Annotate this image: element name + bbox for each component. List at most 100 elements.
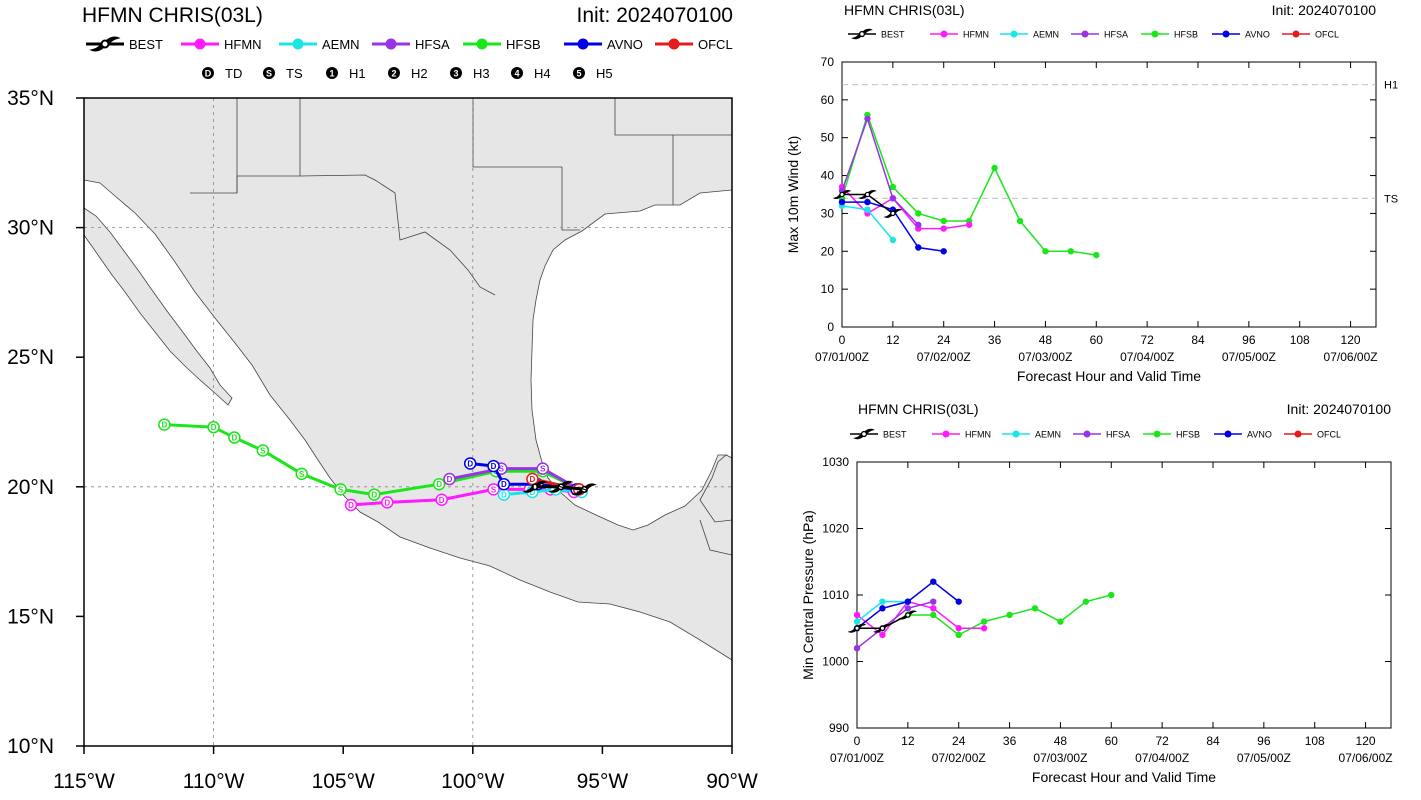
track-point-avno: [487, 459, 500, 473]
intensity-label-h1: H1: [349, 66, 366, 81]
wind-legend: BEST HFMN AEMN HFSA HFSB AVNO OFCL: [848, 28, 1339, 40]
wind-y-tick-label: 0: [827, 320, 834, 334]
land-baja: [84, 207, 233, 406]
pres-x-tick-label: 108: [1305, 734, 1325, 748]
best-track-symbol-text: S: [558, 483, 564, 492]
wind-x-tick-label: 72: [1140, 333, 1154, 347]
pres-point-hfsb: [930, 611, 937, 619]
pres-x-tick-label: 48: [1054, 734, 1068, 748]
pres-point-hfsb: [980, 618, 988, 625]
pres-y-tick-label: 1030: [822, 455, 849, 469]
pres-x-tick-label: 36: [1003, 734, 1017, 748]
pres-date-label: 07/02/00Z: [932, 751, 986, 765]
wind-title: HFMN CHRIS(03L): [844, 2, 965, 18]
pres-legend-best-icon: [853, 428, 875, 440]
lon-tick-label: 90°W: [706, 770, 758, 793]
pres-point-best: [847, 623, 867, 633]
pres-point-avno: [955, 598, 962, 605]
track-point-hfsb: [295, 467, 308, 481]
track-point-text-avno: D: [467, 459, 473, 468]
track-point-hfsb: [228, 431, 241, 444]
pres-date-label: 07/06/00Z: [1339, 751, 1393, 765]
intensity-symbol-ts: [263, 67, 275, 79]
intensity-label-h4: H4: [534, 66, 551, 81]
pres-point-hfsa: [853, 645, 861, 652]
track-point-hfsb: [207, 420, 220, 434]
wind-legend-dot-hfsa: [1081, 30, 1089, 38]
wind-x-tick-label: 60: [1090, 333, 1104, 347]
intensity-label-h3: H3: [473, 66, 490, 81]
best-track-symbol-text: D: [532, 483, 538, 492]
track-point-text-hfsb: S: [260, 447, 266, 456]
track-point-text-hfmn: D: [384, 498, 390, 507]
track-point-text-aemn: D: [530, 488, 536, 497]
wind-legend-best-icon: [851, 28, 873, 40]
wind-date-label: 07/04/00Z: [1120, 350, 1174, 364]
wind-legend-label-avno: AVNO: [1245, 29, 1270, 39]
wind-date-label: 07/01/00Z: [815, 350, 869, 364]
intensity-symbol-text-h3: 3: [453, 69, 458, 79]
pressure-legend: BEST HFMN AEMN HFSA HFSB AVNO OFCL: [850, 428, 1341, 440]
wind-panel: HFMN CHRIS(03L) Init: 2024070100 BEST HFM…: [785, 2, 1398, 384]
intensity-symbol-h4: [511, 67, 523, 79]
pres-point-hfsb: [1057, 618, 1064, 625]
intensity-symbol-text-ts: S: [266, 69, 272, 79]
track-point-text-hfsb: S: [338, 485, 344, 494]
pres-y-tick-label: 1010: [822, 588, 849, 602]
track-legend-best-icon: [89, 36, 121, 52]
wind-point-hfsb: [991, 164, 998, 172]
state-border-5: [614, 98, 732, 136]
pres-point-avno: [930, 578, 937, 585]
wind-x-tick-label: 24: [937, 333, 951, 347]
track-title: HFMN CHRIS(03L): [82, 4, 263, 27]
pres-legend-label-hfsb: HFSB: [1176, 429, 1200, 439]
track-point-text-avno: D: [491, 462, 497, 471]
pres-legend-label-hfsa: HFSA: [1106, 429, 1130, 439]
track-point-text-ofcl: D: [530, 475, 536, 484]
pres-legend-dot-hfsb: [1153, 430, 1161, 438]
central-america-border: [699, 519, 732, 556]
wind-x-tick-label: 12: [886, 333, 900, 347]
lat-tick-label: 20°N: [7, 476, 54, 499]
intensity-symbol-text-h2: 2: [391, 69, 396, 79]
lat-tick-label: 10°N: [7, 735, 54, 758]
track-legend-label-best: BEST: [129, 37, 163, 52]
track-point-text-aemn: D: [501, 491, 507, 500]
pres-point-hfsa: [930, 598, 937, 605]
pres-point-hfmn: [980, 625, 988, 632]
track-legend-label-hfsa: HFSA: [415, 37, 450, 52]
wind-point-best: [832, 190, 852, 199]
track-point-text-hfsb: S: [299, 470, 305, 479]
wind-point-best-eye: [890, 210, 896, 217]
wind-point-hfsb: [1016, 217, 1024, 225]
map-land: [84, 98, 732, 661]
track-legend-dot-hfsa: [385, 38, 397, 50]
wind-point-avno: [915, 244, 922, 251]
wind-init: Init: 2024070100: [1272, 2, 1377, 18]
lat-tick-label: 25°N: [7, 346, 54, 369]
pres-x-tick-label: 84: [1206, 734, 1220, 748]
track-legend-dot-hfsb: [476, 38, 488, 50]
best-track-symbol-eye: [557, 483, 565, 491]
intensity-legend: D TD S TS 1 H1 2 H2 3 H3 4 H4 5 H5: [202, 66, 613, 81]
pres-legend-label-ofcl: OFCL: [1317, 429, 1341, 439]
wind-y-tick-label: 40: [821, 169, 835, 183]
pres-x-tick-label: 24: [952, 734, 966, 748]
lat-tick-label: 15°N: [7, 605, 54, 628]
track-legend-label-hfsb: HFSB: [506, 37, 541, 52]
pres-y-tick-label: 990: [829, 721, 849, 735]
track-point-text-hfsa: S: [499, 465, 505, 474]
wind-point-hfsb: [889, 183, 897, 191]
wind-legend-dot-hfmn: [940, 30, 948, 38]
pres-y-tick-label: 1020: [822, 522, 849, 536]
pres-x-tick-label: 12: [901, 734, 915, 748]
pres-legend-dot-ofcl: [1294, 430, 1302, 438]
wind-x-tick-label: 120: [1341, 333, 1361, 347]
intensity-symbol-h1: [326, 67, 338, 79]
pres-legend-label-best: BEST: [883, 429, 907, 439]
track-point-text-hfsa: S: [540, 465, 546, 474]
wind-point-best: [883, 208, 903, 218]
wind-point-hfsb: [940, 217, 947, 225]
wind-point-hfsa: [889, 195, 897, 202]
pres-point-hfmn: [955, 625, 962, 632]
